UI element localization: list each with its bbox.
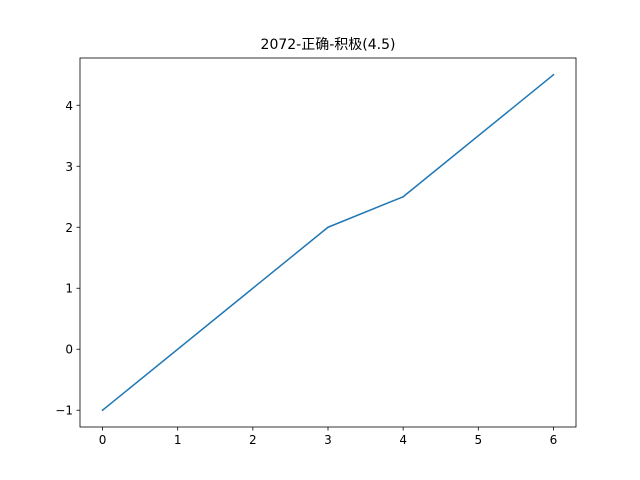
data-point-0-0 [101,409,104,411]
y-tick-label-4: 3 [65,160,73,174]
x-tick-label-6: 6 [550,433,558,447]
y-tick-label-5: 4 [65,99,73,113]
y-tick-label-3: 2 [65,221,73,235]
x-tick-label-1: 1 [174,433,182,447]
chart-title: 2072-正确-积极(4.5) [261,37,396,53]
y-tick-label-2: 1 [65,282,73,296]
x-tick-label-2: 2 [249,433,257,447]
plot-area: 0 1 2 3 4 5 6 −1 0 1 2 3 4 [55,57,577,447]
data-point-0-1 [327,226,329,228]
x-tick-label-5: 5 [474,433,482,447]
series-line-0 [101,73,555,412]
x-tick-label-4: 4 [399,433,407,447]
data-point-0-2 [402,196,404,198]
y-tick-label-0: −1 [55,404,73,418]
data-point-0-3 [552,74,555,76]
y-tick-label-1: 0 [65,343,73,357]
x-tick-label-3: 3 [324,433,332,447]
x-tick-label-0: 0 [99,433,107,447]
